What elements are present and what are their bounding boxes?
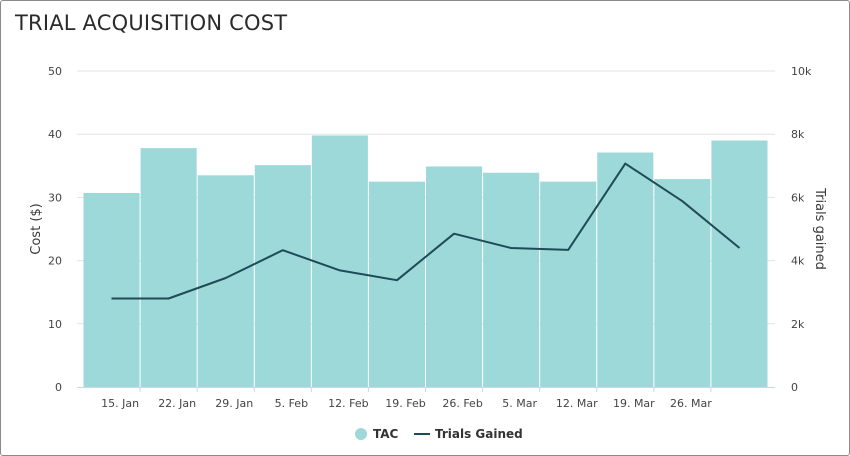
x-tick-label: 12. Mar <box>556 397 598 410</box>
x-axis: 15. Jan 22. Jan 29. Jan 5. Feb 12. Feb 19. Fe… <box>101 387 712 410</box>
x-tick-label: 12. Feb <box>328 397 368 410</box>
legend: TAC Trials Gained <box>355 427 523 441</box>
bar <box>254 165 311 387</box>
legend-label-tac: TAC <box>373 427 399 441</box>
x-tick-label: 29. Jan <box>215 397 253 410</box>
y-right-tick-label: 2k <box>791 318 805 331</box>
bar <box>654 179 711 387</box>
y-right-tick-label: 8k <box>791 128 805 141</box>
x-tick-label: 19. Mar <box>613 397 655 410</box>
y-left-tick-label: 20 <box>48 255 62 268</box>
y-right-tick-label: 0 <box>791 381 798 394</box>
bar <box>540 181 597 387</box>
x-tick-label: 19. Feb <box>385 397 425 410</box>
x-tick-label: 26. Mar <box>670 397 712 410</box>
x-tick-label: 5. Feb <box>275 397 308 410</box>
trials-gained-line <box>111 162 741 300</box>
line-series-trials-gained <box>111 162 741 300</box>
y-right-tick-label: 4k <box>791 255 805 268</box>
y-left-tick-label: 40 <box>48 128 62 141</box>
x-tick-label: 22. Jan <box>158 397 196 410</box>
bar <box>368 181 425 387</box>
bar <box>311 135 368 387</box>
bar <box>140 148 197 387</box>
y-axis-right: 0 2k 4k 6k 8k 10k <box>791 65 812 394</box>
y-axis-right-title: Trials gained <box>812 187 827 270</box>
x-tick-label: 15. Jan <box>101 397 139 410</box>
legend-label-trials-gained: Trials Gained <box>435 427 523 441</box>
y-right-tick-label: 6k <box>791 191 805 204</box>
bar-series-tac <box>83 135 768 387</box>
y-axis-left-title: Cost ($) <box>29 203 44 254</box>
y-axis-left: 0 10 20 30 40 50 <box>48 65 62 394</box>
bar <box>711 140 768 387</box>
bar <box>83 192 140 387</box>
chart-title: TRIAL ACQUISITION COST <box>15 11 288 35</box>
bar <box>597 152 654 387</box>
bar <box>197 175 254 387</box>
bar <box>426 166 483 387</box>
x-tick-label: 5. Mar <box>502 397 537 410</box>
bar <box>483 172 540 387</box>
y-left-tick-label: 0 <box>55 381 62 394</box>
legend-swatch-tac <box>355 428 367 440</box>
y-right-tick-label: 10k <box>791 65 812 78</box>
x-tick-label: 26. Feb <box>442 397 482 410</box>
legend-item-trials-gained[interactable]: Trials Gained <box>414 427 523 441</box>
y-left-tick-label: 30 <box>48 191 62 204</box>
legend-item-tac[interactable]: TAC <box>355 427 399 441</box>
y-left-tick-label: 10 <box>48 318 62 331</box>
y-left-tick-label: 50 <box>48 65 62 78</box>
